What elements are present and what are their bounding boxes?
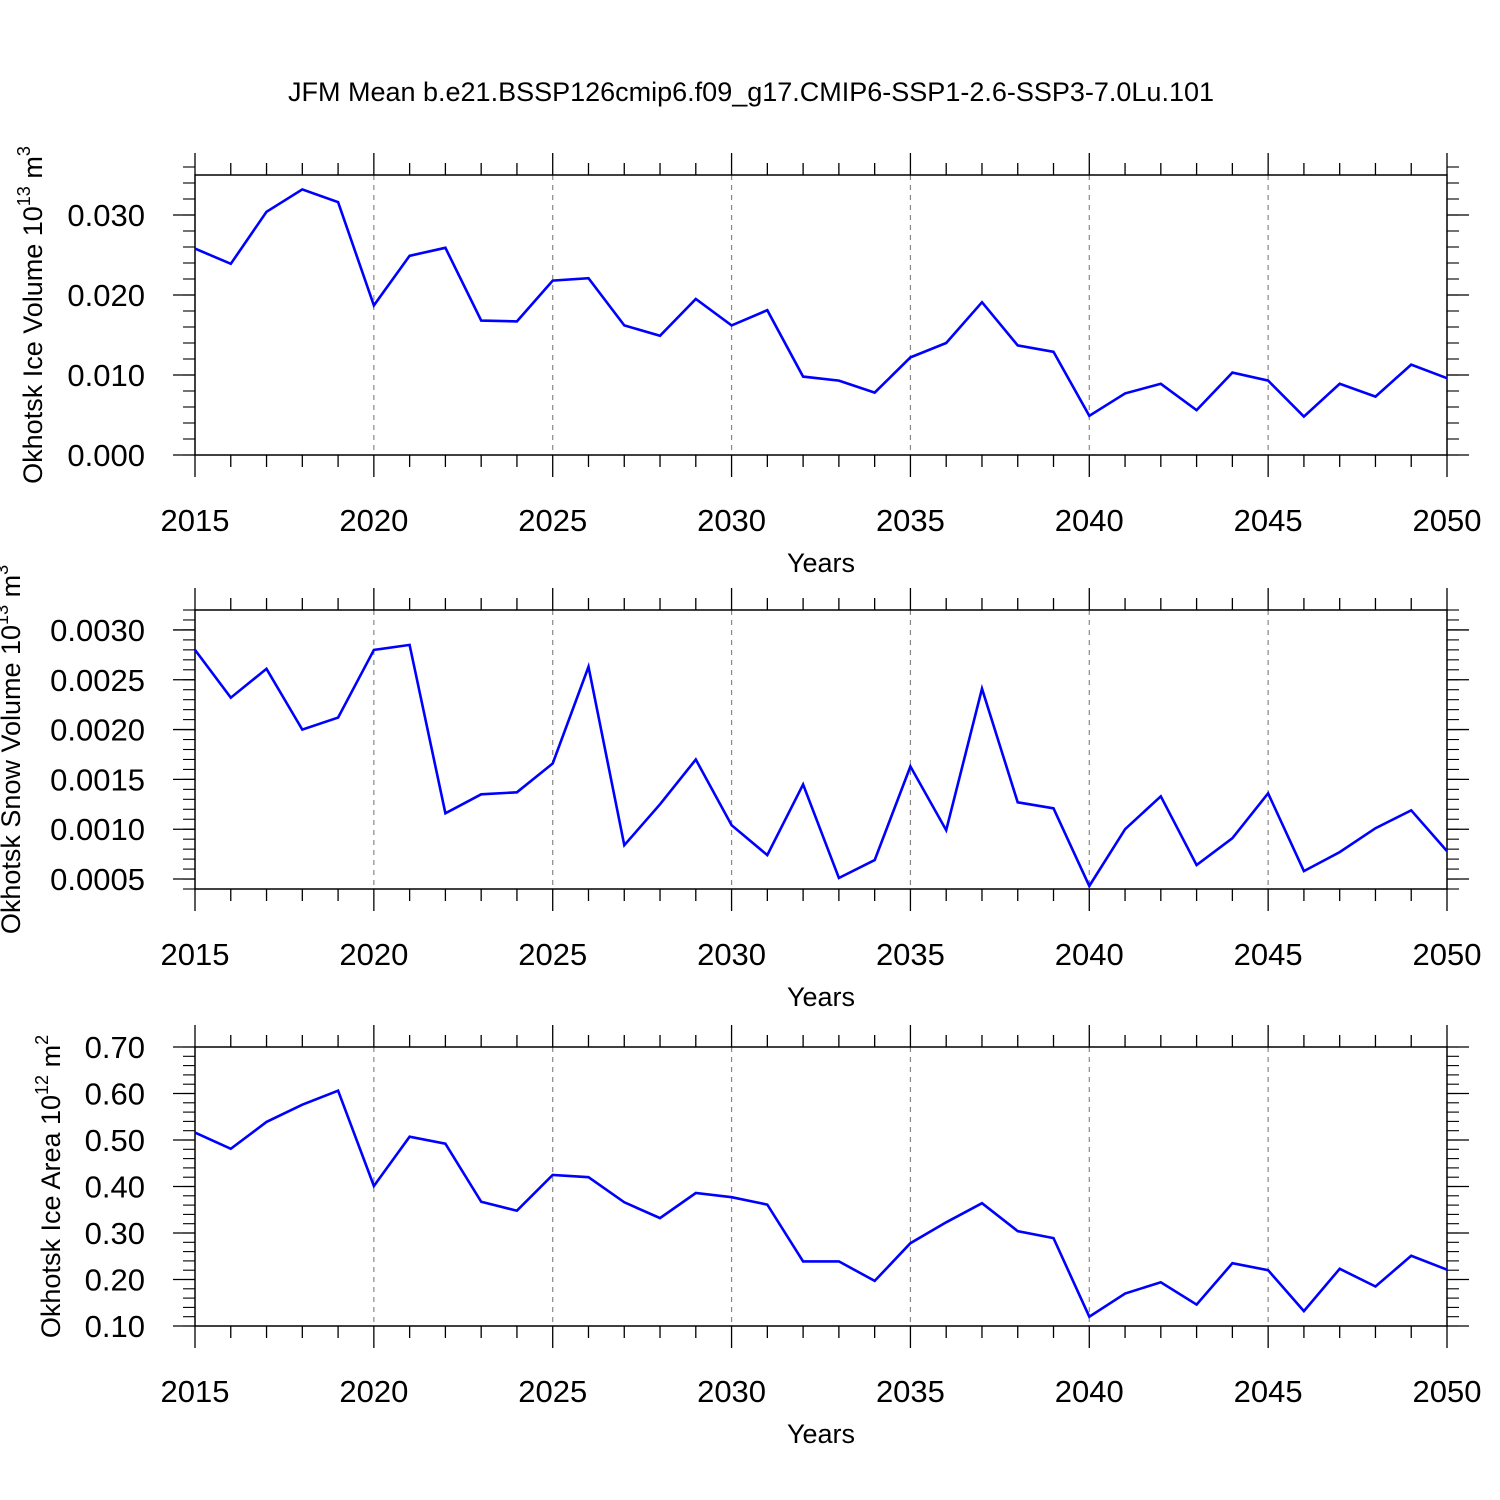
series-line xyxy=(194,187,1448,419)
y-axis-title-unit-exponent: 2 xyxy=(32,1035,52,1045)
y-tick-label: 0.60 xyxy=(85,1077,145,1112)
x-tick-label: 2020 xyxy=(339,937,408,972)
x-tick-label: 2050 xyxy=(1413,937,1482,972)
y-tick-label: 0.20 xyxy=(85,1263,145,1298)
x-tick-label: 2030 xyxy=(697,503,766,538)
x-tick-label: 2025 xyxy=(518,503,587,538)
y-tick-label: 0.0005 xyxy=(50,862,145,897)
series-line xyxy=(194,1089,1448,1319)
series-line xyxy=(193,643,1448,889)
y-axis-title: Okhotsk Ice Volume 1013 m3 xyxy=(14,146,48,484)
x-tick-label: 2045 xyxy=(1234,503,1303,538)
x-axis-title: Years xyxy=(787,1419,855,1449)
y-tick-label: 0.30 xyxy=(85,1216,145,1251)
panel-1: 0.000 0.010 0.020 0.030 2015 2020 2025 2030 2035… xyxy=(14,146,1481,578)
plot-frame xyxy=(194,1046,1448,1327)
x-tick-label: 2020 xyxy=(339,503,408,538)
x-tick-label: 2045 xyxy=(1234,937,1303,972)
x-tick-label: 2035 xyxy=(876,937,945,972)
x-tick-label: 2050 xyxy=(1413,1374,1482,1409)
x-tick-label: 2050 xyxy=(1413,503,1482,538)
plot-frame xyxy=(194,609,1448,890)
x-tick-label: 2045 xyxy=(1234,1374,1303,1409)
x-tick-label: 2025 xyxy=(518,937,587,972)
x-tick-label: 2030 xyxy=(697,1374,766,1409)
x-tick-label: 2040 xyxy=(1055,937,1124,972)
x-axis-title: Years xyxy=(787,982,855,1012)
x-tick-label: 2040 xyxy=(1055,503,1124,538)
y-axis-title-exponent: 13 xyxy=(0,605,12,625)
y-axis-title-unit: m xyxy=(36,1045,66,1075)
plot-frame xyxy=(194,174,1448,456)
y-tick-label: 0.020 xyxy=(67,278,145,313)
x-tick-label: 2025 xyxy=(518,1374,587,1409)
y-axis-title: Okhotsk Ice Area 1012 m2 xyxy=(32,1035,66,1338)
y-tick-label: 0.10 xyxy=(85,1309,145,1344)
y-tick-label: 0.0015 xyxy=(50,762,145,797)
panel-3: 0.10 0.20 0.30 0.40 0.50 0.60 0.70 2015 2020 2025… xyxy=(32,1025,1481,1449)
y-tick-label: 0.010 xyxy=(67,358,145,393)
y-axis-title: Okhotsk Snow Volume 1013 m3 xyxy=(0,565,26,934)
y-axis-title-main: Okhotsk Snow Volume 10 xyxy=(0,625,26,934)
y-axis-title-unit-exponent: 3 xyxy=(0,565,12,575)
y-tick-label: 0.000 xyxy=(67,438,145,473)
y-tick-label: 0.0010 xyxy=(50,812,145,847)
figure-title: JFM Mean b.e21.BSSP126cmip6.f09_g17.CMIP… xyxy=(288,77,1214,107)
x-tick-label: 2015 xyxy=(161,937,230,972)
panel-2: 0.0005 0.0010 0.0015 0.0020 0.0025 0.0030 2015… xyxy=(0,565,1481,1012)
x-tick-label: 2040 xyxy=(1055,1374,1124,1409)
x-tick-label: 2030 xyxy=(697,937,766,972)
y-tick-label: 0.0025 xyxy=(50,663,145,698)
y-tick-label: 0.0020 xyxy=(50,713,145,748)
y-axis-title-main: Okhotsk Ice Area 10 xyxy=(36,1095,66,1338)
y-tick-label: 0.030 xyxy=(67,198,145,233)
x-tick-label: 2035 xyxy=(876,503,945,538)
y-tick-label: 0.40 xyxy=(85,1170,145,1205)
y-tick-label: 0.50 xyxy=(85,1123,145,1158)
y-axis-title-unit-exponent: 3 xyxy=(14,146,34,156)
y-axis-title-exponent: 12 xyxy=(32,1075,52,1095)
x-tick-label: 2015 xyxy=(161,1374,230,1409)
y-axis-title-main: Okhotsk Ice Volume 10 xyxy=(18,206,48,484)
y-axis-title-unit: m xyxy=(18,156,48,186)
x-axis-title: Years xyxy=(787,548,855,578)
y-axis-title-unit: m xyxy=(0,575,26,605)
y-axis-title-exponent: 13 xyxy=(14,186,34,206)
y-tick-label: 0.70 xyxy=(85,1030,145,1065)
y-tick-label: 0.0030 xyxy=(50,613,145,648)
x-tick-label: 2015 xyxy=(161,503,230,538)
x-tick-label: 2020 xyxy=(339,1374,408,1409)
x-tick-label: 2035 xyxy=(876,1374,945,1409)
